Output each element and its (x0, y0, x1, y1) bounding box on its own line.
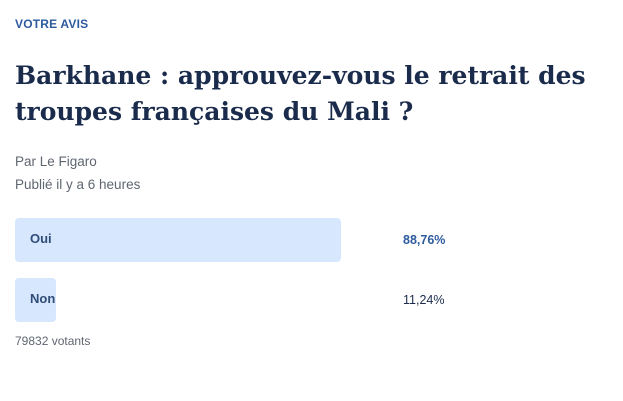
poll-kicker: VOTRE AVIS (15, 17, 89, 31)
poll-option-oui[interactable]: Oui 88,76% (15, 218, 615, 262)
poll-voter-count: 79832 votants (15, 334, 91, 348)
poll-option-oui-percent: 88,76% (403, 233, 446, 247)
poll-option-non-bar (15, 278, 56, 322)
poll-option-non-percent: 11,24% (403, 293, 445, 307)
poll-option-oui-bar (15, 218, 341, 262)
poll-option-non-label: Non (30, 291, 56, 306)
poll-option-non[interactable]: Non 11,24% (15, 278, 615, 322)
poll-option-oui-label: Oui (30, 231, 52, 246)
poll-title: Barkhane : approuvez-vous le retrait des… (15, 61, 586, 126)
poll-author: Par Le Figaro (15, 154, 97, 169)
poll-published-time: Publié il y a 6 heures (15, 177, 141, 192)
